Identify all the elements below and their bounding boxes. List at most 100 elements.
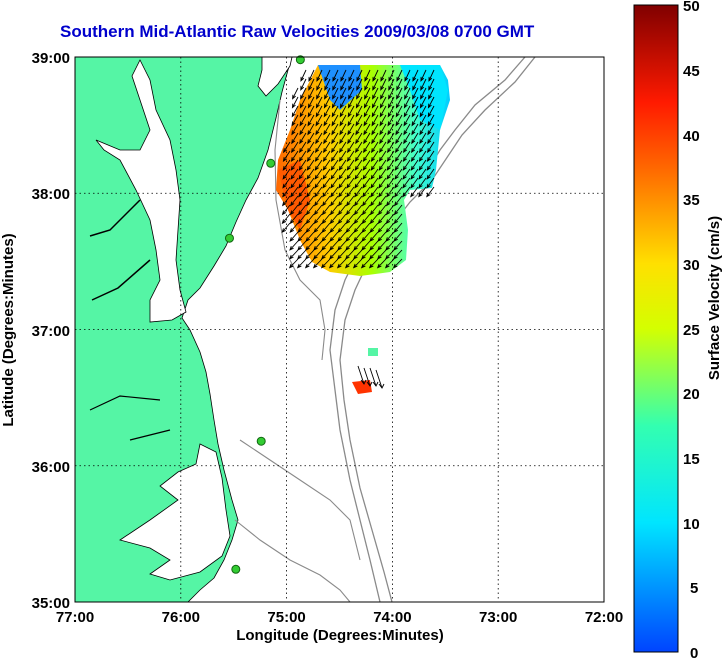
velocity-arrow	[355, 114, 363, 127]
velocity-arrow	[340, 78, 347, 91]
velocity-arrow	[386, 150, 395, 163]
velocity-arrow	[281, 213, 291, 225]
velocity-arrow	[353, 204, 363, 216]
colorbar-tick-label: 5	[690, 580, 698, 597]
velocity-arrow	[394, 186, 403, 198]
velocity-arrow	[361, 204, 371, 216]
velocity-arrow	[315, 105, 323, 118]
velocity-arrow	[332, 87, 339, 100]
velocity-arrow	[338, 177, 347, 189]
velocity-arrow	[361, 195, 371, 207]
velocity-arrow	[354, 168, 363, 180]
velocity-arrow	[308, 78, 315, 91]
velocity-arrows	[281, 69, 435, 389]
y-tick-label: 35:00	[32, 595, 70, 612]
velocity-arrow	[289, 222, 299, 234]
velocity-arrow	[348, 69, 355, 82]
velocity-arrow	[388, 87, 395, 100]
velocity-arrow	[331, 96, 339, 109]
velocity-field-slow	[400, 65, 448, 130]
velocity-arrow	[379, 132, 387, 145]
velocity-arrow	[299, 123, 307, 136]
velocity-arrow	[339, 114, 347, 127]
velocity-arrow	[427, 123, 435, 136]
bathymetry-contour	[234, 519, 351, 602]
colorbar-tick-label: 45	[683, 63, 700, 80]
velocity-arrow	[369, 204, 379, 216]
velocity-arrow	[396, 87, 403, 100]
velocity-arrow	[321, 249, 331, 260]
velocity-arrow	[387, 105, 395, 118]
velocity-arrow	[361, 240, 371, 251]
velocity-arrow	[410, 177, 419, 189]
velocity-arrow	[290, 168, 299, 180]
velocity-arrow	[322, 159, 331, 171]
velocity-arrow	[368, 258, 379, 269]
velocity-arrow	[402, 159, 411, 171]
velocity-arrow	[377, 222, 387, 234]
velocity-arrow	[282, 168, 291, 180]
velocity-arrow	[393, 204, 403, 216]
velocity-arrow	[338, 168, 347, 180]
velocity-arrow	[321, 222, 331, 234]
velocity-arrow	[370, 186, 379, 198]
velocity-arrow	[289, 240, 299, 251]
velocity-arrow	[339, 123, 347, 136]
velocity-arrow	[337, 240, 347, 251]
velocity-arrow	[411, 96, 419, 109]
velocity-arrow	[419, 132, 427, 145]
velocity-arrow	[322, 168, 331, 180]
velocity-arrow	[420, 78, 427, 91]
velocity-arrow	[324, 69, 331, 82]
velocity-arrow	[299, 96, 307, 109]
velocity-arrow	[428, 69, 435, 82]
velocity-arrow	[291, 105, 299, 118]
velocity-arrow	[393, 231, 403, 242]
velocity-arrow	[386, 159, 395, 171]
velocity-arrow	[291, 123, 299, 136]
velocity-arrow	[370, 159, 379, 171]
velocity-arrow	[369, 249, 379, 260]
velocity-arrow	[402, 168, 411, 180]
velocity-arrow	[314, 141, 323, 154]
velocity-arrow	[379, 105, 387, 118]
velocity-arrow	[363, 367, 373, 387]
velocity-arrow	[289, 213, 299, 225]
velocity-arrow	[371, 114, 379, 127]
colorbar-ticks: 50 45 40 35 30 25 20 15 10 5 0	[683, 0, 700, 659]
colorbar-tick-label: 40	[683, 128, 700, 145]
velocity-arrow	[375, 369, 385, 389]
velocity-arrow	[345, 222, 355, 234]
velocity-arrow	[347, 114, 355, 127]
velocity-arrow	[379, 96, 387, 109]
velocity-arrow	[312, 258, 323, 269]
velocity-arrow	[412, 69, 419, 82]
river	[89, 199, 141, 237]
velocity-arrow	[378, 141, 387, 154]
velocity-arrow	[330, 141, 339, 154]
colorbar-label: Surface Velocity (cm/s)	[706, 216, 723, 380]
velocity-arrow	[372, 69, 379, 82]
velocity-arrow	[388, 78, 395, 91]
velocity-arrow	[410, 168, 419, 180]
velocity-arrow	[316, 87, 323, 100]
velocity-arrow	[346, 186, 355, 198]
velocity-arrow	[297, 231, 307, 242]
velocity-arrow	[371, 96, 379, 109]
velocity-arrow	[403, 105, 411, 118]
velocity-arrow	[346, 159, 355, 171]
velocity-arrow	[420, 87, 427, 100]
velocity-arrow	[427, 132, 435, 145]
velocity-arrow	[394, 168, 403, 180]
velocity-arrow	[403, 123, 411, 136]
velocity-arrow	[307, 132, 315, 145]
velocity-arrow	[393, 240, 403, 251]
pamlico-sound	[119, 443, 231, 581]
velocity-arrow	[379, 114, 387, 127]
velocity-arrow	[410, 150, 419, 163]
velocity-arrow	[300, 87, 307, 100]
velocity-arrow	[344, 258, 355, 269]
velocity-arrow	[336, 258, 347, 269]
velocity-arrow	[377, 231, 387, 242]
velocity-arrow	[380, 69, 387, 82]
